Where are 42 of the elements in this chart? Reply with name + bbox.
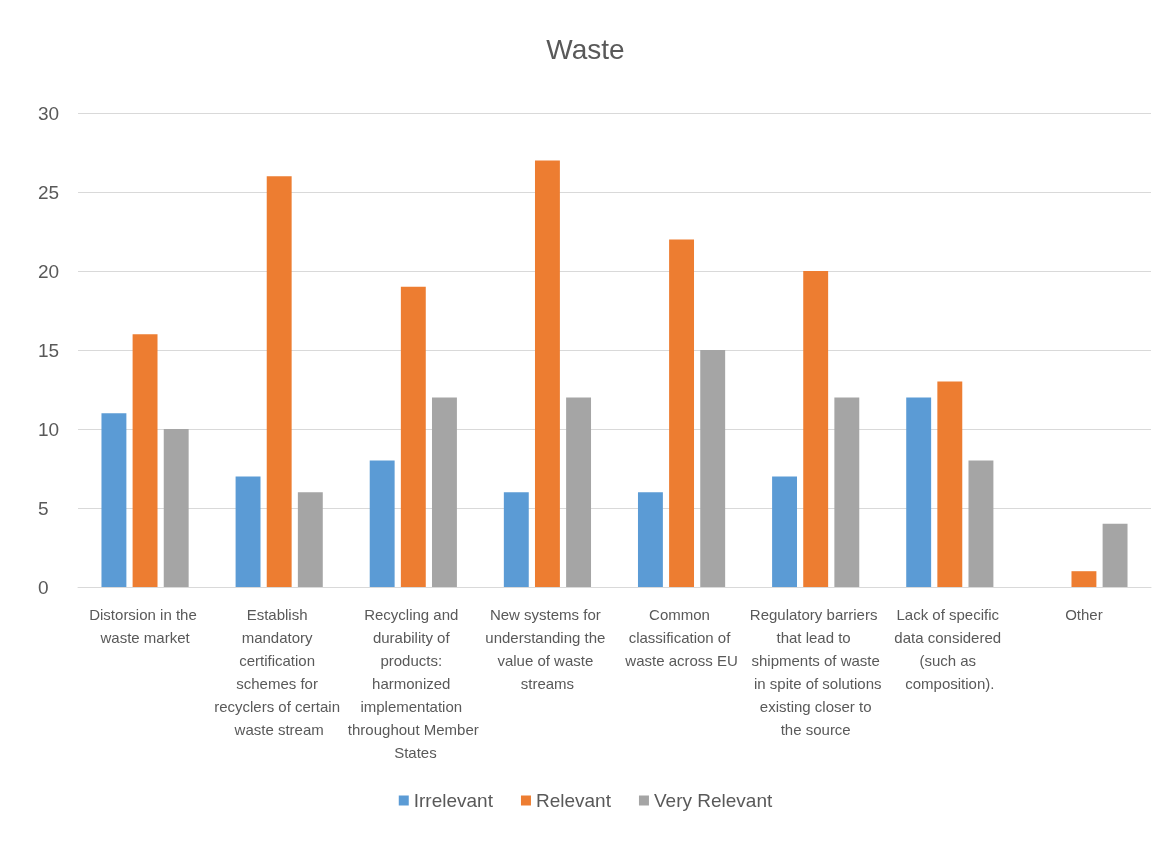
y-tick-label: 5 [38, 497, 49, 519]
y-tick-label: 30 [38, 102, 60, 124]
bar [669, 239, 695, 587]
x-tick-label: Establish mandatory certification schemes for recyclers of certain waste stream [214, 606, 345, 738]
bar [968, 460, 994, 587]
x-tick-label: Common classification of waste across EU [624, 606, 738, 669]
chart-title: Waste [546, 33, 625, 65]
bar [834, 397, 860, 587]
x-tick-label: Recycling and durability of products: harmonized implementation throughout Member States [347, 606, 479, 761]
bar [906, 397, 932, 587]
y-tick-label: 15 [38, 339, 60, 361]
bar [503, 492, 529, 587]
bar [132, 334, 158, 587]
bar [369, 460, 395, 587]
legend-label: Relevant [535, 790, 612, 811]
y-tick-label: 20 [38, 260, 60, 282]
bar [534, 160, 560, 587]
bar [700, 350, 726, 587]
bar [297, 492, 323, 587]
bar [266, 176, 292, 587]
y-tick-label: 10 [38, 418, 60, 440]
x-tick-label: Lack of specific data considered (such as composition). [894, 606, 1006, 692]
bar [566, 397, 592, 587]
x-tick-label: Other [1065, 606, 1103, 623]
x-tick-label: Distorsion in the waste market [89, 606, 201, 646]
bar [1102, 523, 1128, 587]
legend-label: Irrelevant [413, 790, 494, 811]
y-tick-label: 25 [38, 181, 60, 203]
bar [235, 476, 261, 587]
bar [431, 397, 457, 587]
bar [637, 492, 663, 587]
bar [400, 286, 426, 587]
bar [772, 476, 798, 587]
x-tick-label: Regulatory barriers that lead to shipments of waste in spite of solutions existing closer to the source [749, 606, 882, 738]
y-tick-label: 0 [38, 576, 49, 598]
x-tick-label: New systems for understanding the value of waste streams [485, 606, 610, 692]
bar [163, 429, 189, 587]
bar [1071, 571, 1097, 587]
bar [101, 413, 127, 587]
bar [803, 271, 829, 587]
bar [937, 381, 963, 587]
legend-label: Very Relevant [653, 790, 773, 811]
